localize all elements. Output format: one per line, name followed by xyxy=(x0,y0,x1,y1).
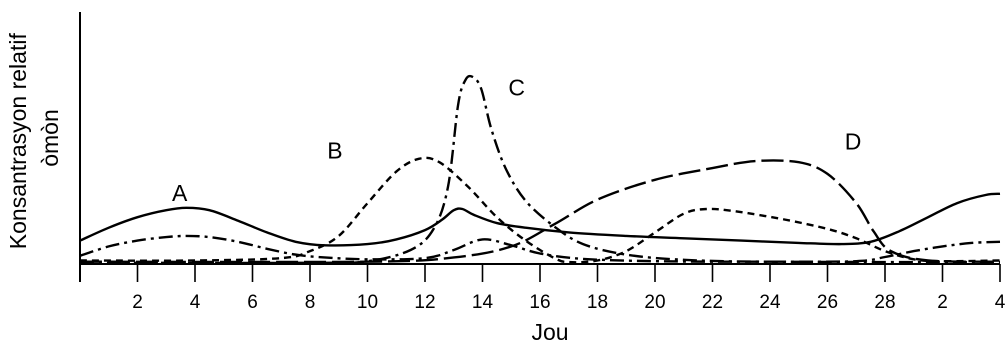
series-label-a: A xyxy=(172,180,188,206)
x-tick-label: 8 xyxy=(305,292,316,313)
series-line-d-longdash xyxy=(79,159,1001,264)
x-tick-label: 16 xyxy=(529,292,550,313)
x-tick-label: 2 xyxy=(937,292,948,313)
series-labels: A B C D xyxy=(172,75,861,206)
x-tick-label: 22 xyxy=(702,292,723,313)
x-axis-title: Jou xyxy=(531,319,568,345)
series-line-b-dashed xyxy=(79,156,1001,264)
y-axis-title-line-1: Konsantrasyon relatif xyxy=(5,33,31,250)
plot-curves xyxy=(79,74,1001,265)
x-tick-label: 20 xyxy=(644,292,665,313)
x-tick-label: 14 xyxy=(472,292,494,313)
series-line-a-solid xyxy=(79,192,1001,247)
series-line-c-dashdot xyxy=(79,74,1001,265)
series-label-b: B xyxy=(327,138,342,164)
x-tick-label: 4 xyxy=(190,292,201,313)
x-tick-label: 28 xyxy=(874,292,895,313)
y-axis-title-line-2: òmòn xyxy=(37,109,63,167)
x-tick-label: 6 xyxy=(247,292,258,313)
x-tick-label: 18 xyxy=(587,292,608,313)
x-tick-label: 24 xyxy=(759,292,781,313)
series-label-d: D xyxy=(845,128,862,154)
series-line-a-dashdot xyxy=(79,234,1001,263)
y-axis-title: Konsantrasyon relatif òmòn xyxy=(5,27,63,249)
x-tick-label: 26 xyxy=(817,292,838,313)
series-label-c: C xyxy=(508,75,525,101)
x-ticks: 2 4 6 8 10 12 14 16 18 20 22 24 26 28 2 4 xyxy=(132,264,1005,313)
x-tick-label: 10 xyxy=(357,292,378,313)
x-tick-label: 12 xyxy=(414,292,435,313)
x-tick-label: 2 xyxy=(132,292,143,313)
x-tick-label: 4 xyxy=(995,292,1005,313)
